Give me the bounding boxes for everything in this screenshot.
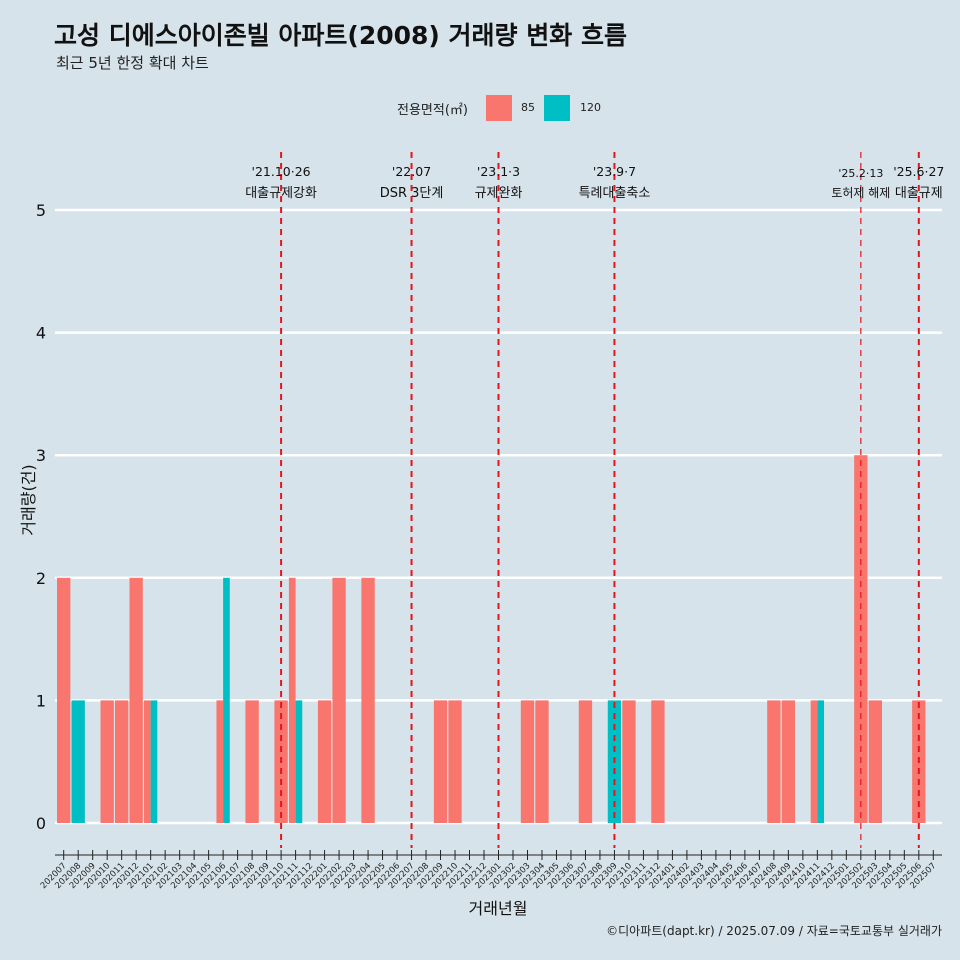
- bar-120-202411: [817, 700, 825, 823]
- event-label-202502: 토허제 해제: [831, 186, 890, 200]
- bar-120-202008: [71, 700, 85, 823]
- y-tick-label: 5: [36, 201, 46, 220]
- bar-85-202307: [578, 700, 593, 823]
- bar-85-202409: [781, 700, 796, 823]
- chart-subtitle: 최근 5년 한정 확대 차트: [56, 54, 209, 72]
- bar-85-202108: [245, 700, 259, 823]
- bar-85-202111: [288, 577, 296, 823]
- y-tick-label: 0: [36, 814, 46, 833]
- event-label-202207: DSR 3단계: [380, 186, 444, 201]
- bar-85-202201: [317, 700, 332, 823]
- event-date-202110: '21.10·26: [252, 164, 311, 179]
- event-label-202301: 규제완화: [475, 186, 523, 201]
- legend-title: 전용면적(㎡): [397, 103, 468, 118]
- bar-85-202010: [100, 700, 114, 823]
- bar-85-202503: [868, 700, 882, 823]
- event-label-202506: 대출규제: [895, 186, 943, 201]
- bar-85-202209: [433, 700, 448, 823]
- y-tick-label: 4: [36, 324, 46, 343]
- event-label-202309: 특례대출축소: [579, 186, 651, 201]
- bar-85-202411: [810, 700, 818, 823]
- bar-120-202106: [223, 577, 230, 823]
- legend-label-85: 85: [521, 101, 535, 114]
- bar-85-202303: [520, 700, 535, 823]
- y-tick-label: 3: [36, 446, 46, 465]
- event-date-202506: '25.6·27: [893, 164, 944, 179]
- legend-key-120: [544, 95, 570, 121]
- bar-85-202106: [216, 700, 224, 823]
- event-date-202502: '25.2·13: [838, 167, 883, 180]
- event-date-202301: '23.1·3: [477, 164, 520, 179]
- bar-120-202111: [295, 700, 303, 823]
- bar-85-202007: [57, 577, 71, 823]
- y-tick-label: 2: [36, 569, 46, 588]
- x-axis-title: 거래년월: [469, 899, 528, 918]
- bar-85-202012: [129, 577, 143, 823]
- y-axis-title: 거래량(건): [19, 464, 38, 535]
- chart-caption: ©디아파트(dapt.kr) / 2025.07.09 / 자료=국토교통부 실…: [606, 924, 942, 938]
- bar-85-202204: [361, 577, 375, 823]
- bar-85-202408: [767, 700, 781, 823]
- bar-85-202202: [332, 577, 346, 823]
- legend-label-120: 120: [580, 101, 601, 114]
- y-tick-label: 1: [36, 691, 46, 710]
- bar-85-202310: [622, 700, 636, 823]
- bar-85-202011: [115, 700, 129, 823]
- legend: 전용면적(㎡) 85 120: [0, 93, 960, 123]
- bar-85-202210: [448, 700, 462, 823]
- chart-title: 고성 디에스아이존빌 아파트(2008) 거래량 변화 흐름: [54, 21, 627, 50]
- bar-85-202312: [651, 700, 665, 823]
- event-label-202110: 대출규제강화: [245, 186, 317, 201]
- legend-key-85: [486, 95, 512, 121]
- event-date-202309: '23.9·7: [593, 164, 636, 179]
- bar-85-202101: [143, 700, 151, 823]
- bar-85-202304: [535, 700, 549, 823]
- event-date-202207: '22.07: [392, 164, 431, 179]
- bar-120-202101: [150, 700, 158, 823]
